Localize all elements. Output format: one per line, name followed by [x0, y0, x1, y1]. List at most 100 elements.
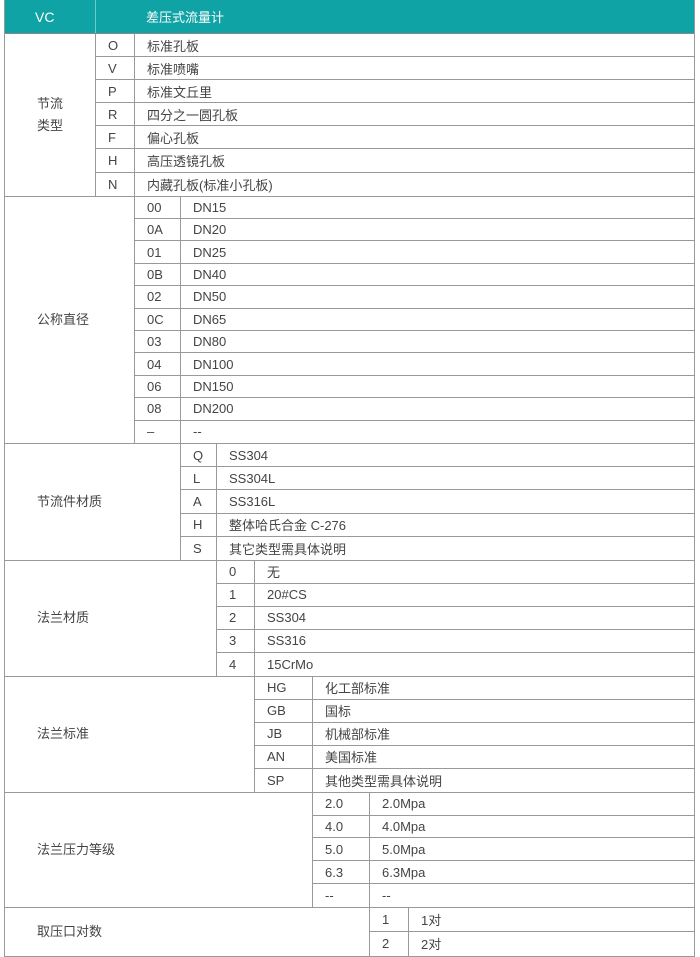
option-description: 整体哈氏合金 C-276 [229, 518, 347, 534]
option-code: 01 [135, 241, 181, 263]
option-description: -- [193, 424, 202, 440]
option-description: 国标 [325, 704, 352, 720]
section: 法兰标准 HG 化工部标准 GB 国标 JB 机械部标准 AN 美国标准 SP 其他类型需具体说明 [5, 676, 694, 793]
table-row: 4.0 4.0Mpa [313, 815, 694, 839]
section-label-line: 节流件材质 [37, 493, 103, 509]
option-code: 02 [135, 286, 181, 308]
table-row: 08 DN200 [135, 398, 694, 421]
table-body: 节流 类型 O 标准孔板 V 标准喷嘴 P 标准文丘里 R 四分之一圆孔板 F 偏心孔板 H 高压透镜孔板… [5, 34, 694, 957]
option-description: 内藏孔板(标准小孔板) [147, 177, 273, 193]
option-code: V [96, 57, 135, 80]
option-code: 1 [370, 907, 409, 931]
header-title: 差压式流量计 [146, 10, 225, 25]
option-code: 4 [217, 652, 255, 676]
table-row: V 标准喷嘴 [96, 57, 694, 81]
table-row: 02 DN50 [135, 286, 694, 309]
table-row: 0B DN40 [135, 263, 694, 287]
option-description: SS304 [229, 447, 269, 463]
section-label-line: 法兰压力等级 [37, 841, 116, 857]
section-label-line: 节流 [37, 95, 64, 111]
option-code: 6.3 [313, 861, 370, 884]
option-code: 00 [135, 196, 181, 219]
option-description: 2对 [421, 937, 442, 953]
option-description: 高压透镜孔板 [147, 154, 226, 170]
table-row: 1 20#CS [217, 583, 694, 607]
option-description: 标准孔板 [147, 38, 200, 54]
option-description: 无 [267, 565, 281, 581]
option-code: L [181, 467, 217, 490]
section-label-line: 取压口对数 [37, 923, 103, 939]
table-row: H 高压透镜孔板 [96, 149, 694, 173]
option-description: -- [382, 887, 391, 903]
section-label: 法兰压力等级 [5, 792, 313, 907]
section-label: 节流 类型 [5, 34, 96, 196]
option-description: 15CrMo [267, 656, 314, 672]
option-code: F [96, 126, 135, 149]
table-row: 0A DN20 [135, 219, 694, 242]
table-row: O 标准孔板 [96, 34, 694, 58]
option-description: DN150 [193, 378, 234, 394]
option-description: 5.0Mpa [382, 841, 426, 857]
option-code: 04 [135, 353, 181, 375]
option-description: 4.0Mpa [382, 819, 426, 835]
section-label: 取压口对数 [5, 907, 370, 956]
option-code: R [96, 103, 135, 126]
table-row: N 内藏孔板(标准小孔板) [96, 172, 694, 196]
option-code: 0C [135, 308, 181, 330]
option-description: 1对 [421, 912, 442, 928]
option-code: S [181, 536, 217, 560]
option-code: 03 [135, 331, 181, 353]
section: 节流 类型 O 标准孔板 V 标准喷嘴 P 标准文丘里 R 四分之一圆孔板 F 偏心孔板 H 高压透镜孔板… [5, 34, 694, 197]
table-row: 04 DN100 [135, 353, 694, 376]
option-code: Q [181, 443, 217, 467]
option-code: H [96, 149, 135, 172]
option-code: 2 [370, 931, 409, 956]
table-row: F 偏心孔板 [96, 126, 694, 150]
option-description: SS304 [267, 610, 307, 626]
section-label-line: 类型 [37, 117, 64, 133]
option-description: 化工部标准 [325, 681, 391, 697]
section: 公称直径 00 DN15 0A DN20 01 DN25 0B DN40 02 DN50 0C DN65… [5, 196, 694, 444]
option-description: DN40 [193, 267, 227, 283]
table-row: P 标准文丘里 [96, 80, 694, 104]
table-row: SP 其他类型需具体说明 [255, 768, 694, 792]
option-code: N [96, 172, 135, 196]
option-code: AN [255, 745, 313, 768]
table-row: R 四分之一圆孔板 [96, 103, 694, 127]
option-description: DN15 [193, 199, 227, 215]
option-description: 机械部标准 [325, 727, 391, 743]
table-row: 4 15CrMo [217, 652, 694, 676]
option-description: 20#CS [267, 587, 307, 603]
option-code: 5.0 [313, 838, 370, 861]
section-label-line: 法兰材质 [37, 610, 90, 626]
option-description: 其他类型需具体说明 [325, 773, 443, 789]
option-description: DN65 [193, 311, 227, 327]
option-code: 2.0 [313, 792, 370, 815]
option-description: 四分之一圆孔板 [147, 107, 239, 123]
table-row: GB 国标 [255, 699, 694, 723]
table-row: 06 DN150 [135, 375, 694, 399]
option-code: SP [255, 768, 313, 792]
table-header: VC 差压式流量计 [5, 0, 694, 34]
table-row: 03 DN80 [135, 331, 694, 354]
option-description: DN50 [193, 289, 227, 305]
section: 法兰压力等级 2.0 2.0Mpa 4.0 4.0Mpa 5.0 5.0Mpa 6.3 6.3M… [5, 792, 694, 908]
option-description: SS316L [229, 493, 276, 509]
table-row: 00 DN15 [135, 196, 694, 220]
section-label-line: 公称直径 [37, 311, 90, 327]
option-code: 1 [217, 583, 255, 606]
table-row: 01 DN25 [135, 241, 694, 264]
option-description: SS304L [229, 470, 276, 486]
section: 法兰材质 0 无 1 20#CS 2 SS304 3 SS316 4 15CrMo [5, 560, 694, 677]
option-code: 0A [135, 219, 181, 241]
section-label: 节流件材质 [5, 443, 181, 560]
option-description: DN100 [193, 356, 234, 372]
option-code: GB [255, 699, 313, 722]
option-code: 08 [135, 398, 181, 420]
table-row: 3 SS316 [217, 629, 694, 653]
section-label: 法兰材质 [5, 560, 217, 676]
section: 取压口对数 1 1对 2 2对 [5, 907, 694, 957]
option-code: 3 [217, 629, 255, 652]
option-code: 06 [135, 375, 181, 398]
